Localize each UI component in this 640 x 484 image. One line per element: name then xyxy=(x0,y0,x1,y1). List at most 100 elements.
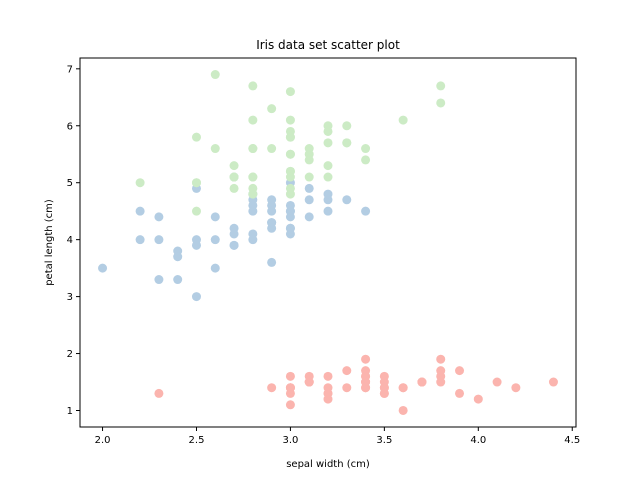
data-point xyxy=(285,87,295,97)
data-point xyxy=(323,371,333,381)
data-point xyxy=(323,161,333,171)
x-tick-label: 2.0 xyxy=(95,435,111,446)
chart-title: Iris data set scatter plot xyxy=(256,38,400,52)
data-point xyxy=(210,263,220,273)
data-point xyxy=(248,144,258,154)
points-layer xyxy=(98,70,558,415)
data-point xyxy=(248,229,258,239)
data-point xyxy=(267,144,277,154)
data-point xyxy=(285,200,295,210)
data-point xyxy=(210,235,220,245)
data-point xyxy=(417,377,427,387)
data-point xyxy=(398,383,408,393)
data-point xyxy=(511,383,521,393)
data-point xyxy=(304,212,314,222)
y-tick-label: 7 xyxy=(67,64,73,75)
y-tick-label: 1 xyxy=(67,406,73,417)
data-point xyxy=(173,275,183,285)
data-point xyxy=(210,212,220,222)
data-point xyxy=(304,172,314,182)
y-ticks: 1 2 3 4 5 6 7 xyxy=(67,64,80,417)
y-tick-label: 4 xyxy=(67,235,73,246)
data-point xyxy=(154,388,164,398)
data-point xyxy=(135,178,145,188)
data-point xyxy=(285,172,295,182)
data-point xyxy=(323,206,333,216)
y-tick-label: 6 xyxy=(67,121,73,132)
data-point xyxy=(361,354,371,364)
data-point xyxy=(154,235,164,245)
data-point xyxy=(285,189,295,199)
data-point xyxy=(342,121,352,131)
data-point xyxy=(267,104,277,114)
data-point xyxy=(342,366,352,376)
data-point xyxy=(173,252,183,262)
data-point xyxy=(342,195,352,205)
y-axis-label: petal length (cm) xyxy=(44,199,55,286)
y-tick-label: 3 xyxy=(67,292,73,303)
data-point xyxy=(191,235,201,245)
data-point xyxy=(323,383,333,393)
y-tick-label: 2 xyxy=(67,349,73,360)
data-point xyxy=(248,81,258,91)
data-point xyxy=(455,388,465,398)
data-point xyxy=(379,388,389,398)
data-point xyxy=(436,81,446,91)
data-point xyxy=(285,400,295,410)
data-point xyxy=(267,195,277,205)
plot-frame xyxy=(79,57,577,428)
data-point xyxy=(267,257,277,267)
data-point xyxy=(229,161,239,171)
x-tick-label: 4.5 xyxy=(564,435,580,446)
data-point xyxy=(98,263,108,273)
x-tick-label: 3.5 xyxy=(376,435,392,446)
data-point xyxy=(154,275,164,285)
data-point xyxy=(304,155,314,165)
data-point xyxy=(248,172,258,182)
data-point xyxy=(398,405,408,415)
data-point xyxy=(191,206,201,216)
data-point xyxy=(455,366,465,376)
data-point xyxy=(248,115,258,125)
data-point xyxy=(135,206,145,216)
data-point xyxy=(191,132,201,142)
data-point xyxy=(229,223,239,233)
data-point xyxy=(229,183,239,193)
data-point xyxy=(342,138,352,148)
data-point xyxy=(267,383,277,393)
data-point xyxy=(436,98,446,108)
data-point xyxy=(304,183,314,193)
x-tick-label: 3.0 xyxy=(282,435,298,446)
data-point xyxy=(398,115,408,125)
data-point xyxy=(361,144,371,154)
data-point xyxy=(492,377,502,387)
data-point xyxy=(210,144,220,154)
data-point xyxy=(229,240,239,250)
data-point xyxy=(361,206,371,216)
data-point xyxy=(473,394,483,404)
data-point xyxy=(248,206,258,216)
data-point xyxy=(154,212,164,222)
y-tick-label: 5 xyxy=(67,178,73,189)
data-point xyxy=(304,144,314,154)
data-point xyxy=(267,206,277,216)
data-point xyxy=(248,189,258,199)
data-point xyxy=(548,377,558,387)
axes-layer xyxy=(79,57,577,428)
x-axis-label: sepal width (cm) xyxy=(286,459,370,470)
data-point xyxy=(229,172,239,182)
data-point xyxy=(210,70,220,80)
x-tick-label: 2.5 xyxy=(189,435,205,446)
data-point xyxy=(323,126,333,136)
data-point xyxy=(191,178,201,188)
data-point xyxy=(285,383,295,393)
data-point xyxy=(436,371,446,381)
data-point xyxy=(285,223,295,233)
data-point xyxy=(285,371,295,381)
data-point xyxy=(361,377,371,387)
plot-area xyxy=(80,58,576,427)
data-point xyxy=(323,172,333,182)
data-point xyxy=(285,115,295,125)
